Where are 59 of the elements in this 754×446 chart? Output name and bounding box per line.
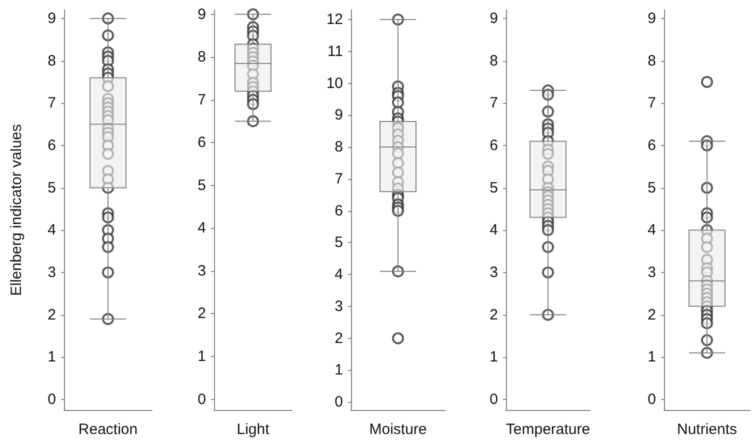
y-tick-label: 6 bbox=[648, 136, 656, 154]
y-tick-label: 1 bbox=[198, 348, 206, 366]
y-tick-label: 7 bbox=[48, 94, 56, 112]
y-tick-label: 7 bbox=[648, 94, 656, 112]
y-tick-label: 5 bbox=[490, 179, 498, 196]
y-tick-label: 11 bbox=[327, 42, 343, 60]
y-tick-label: 5 bbox=[334, 234, 343, 252]
y-tick-label: 9 bbox=[648, 10, 656, 27]
y-tick-label: 8 bbox=[490, 52, 498, 70]
y-tick-label: 0 bbox=[648, 390, 656, 408]
y-tick-label: 7 bbox=[490, 94, 498, 112]
x-tick-label: Temperature bbox=[506, 421, 590, 438]
y-tick-label: 3 bbox=[48, 264, 56, 281]
y-tick-label: 2 bbox=[198, 305, 206, 322]
y-tick-label: 1 bbox=[334, 362, 343, 379]
y-tick-label: 1 bbox=[490, 348, 498, 366]
y-tick-label: 5 bbox=[198, 176, 206, 194]
y-tick-label: 0 bbox=[490, 390, 498, 408]
y-tick-label: 2 bbox=[48, 306, 56, 324]
y-tick-label: 6 bbox=[198, 134, 206, 152]
y-tick-label: 9 bbox=[198, 6, 206, 23]
y-tick-label: 1 bbox=[648, 348, 656, 366]
y-tick-label: 4 bbox=[48, 222, 56, 239]
y-tick-label: 6 bbox=[490, 136, 498, 154]
y-tick-label: 6 bbox=[334, 202, 343, 220]
y-tick-label: 2 bbox=[334, 330, 343, 347]
y-tick-label: 0 bbox=[334, 394, 343, 411]
x-tick-label: Moisture bbox=[369, 421, 427, 438]
y-tick-label: 9 bbox=[490, 10, 498, 27]
y-tick-label: 3 bbox=[648, 264, 656, 281]
y-tick-label: 8 bbox=[648, 52, 656, 70]
y-tick-label: 8 bbox=[334, 138, 343, 156]
y-tick-label: 1 bbox=[48, 348, 56, 366]
y-axis-title: Ellenberg indicator values bbox=[8, 124, 25, 296]
y-tick-label: 8 bbox=[198, 48, 206, 66]
y-tick-label: 4 bbox=[490, 222, 498, 239]
y-tick-label: 3 bbox=[198, 262, 206, 280]
x-tick-label: Light bbox=[236, 421, 270, 438]
y-tick-label: 12 bbox=[326, 11, 343, 28]
y-tick-label: 0 bbox=[198, 390, 206, 408]
y-tick-label: 8 bbox=[48, 52, 56, 70]
y-tick-label: 3 bbox=[490, 264, 498, 281]
y-tick-label: 9 bbox=[334, 106, 343, 124]
y-tick-label: 7 bbox=[334, 170, 343, 188]
y-tick-label: 6 bbox=[48, 136, 56, 154]
x-tick-label: Nutrients bbox=[676, 421, 738, 438]
x-tick-label: Reaction bbox=[78, 421, 138, 438]
y-tick-label: 4 bbox=[334, 266, 343, 284]
y-tick-label: 5 bbox=[648, 179, 656, 196]
y-tick-label: 9 bbox=[48, 10, 56, 27]
y-tick-label: 2 bbox=[648, 306, 656, 324]
y-tick-label: 3 bbox=[334, 298, 343, 315]
y-tick-label: 4 bbox=[648, 222, 656, 239]
y-tick-label: 5 bbox=[48, 179, 56, 196]
y-tick-label: 7 bbox=[198, 91, 206, 108]
y-tick-label: 4 bbox=[198, 220, 206, 237]
y-tick-label: 2 bbox=[490, 306, 498, 324]
y-tick-label: 10 bbox=[326, 74, 343, 92]
y-tick-label: 0 bbox=[48, 390, 56, 408]
